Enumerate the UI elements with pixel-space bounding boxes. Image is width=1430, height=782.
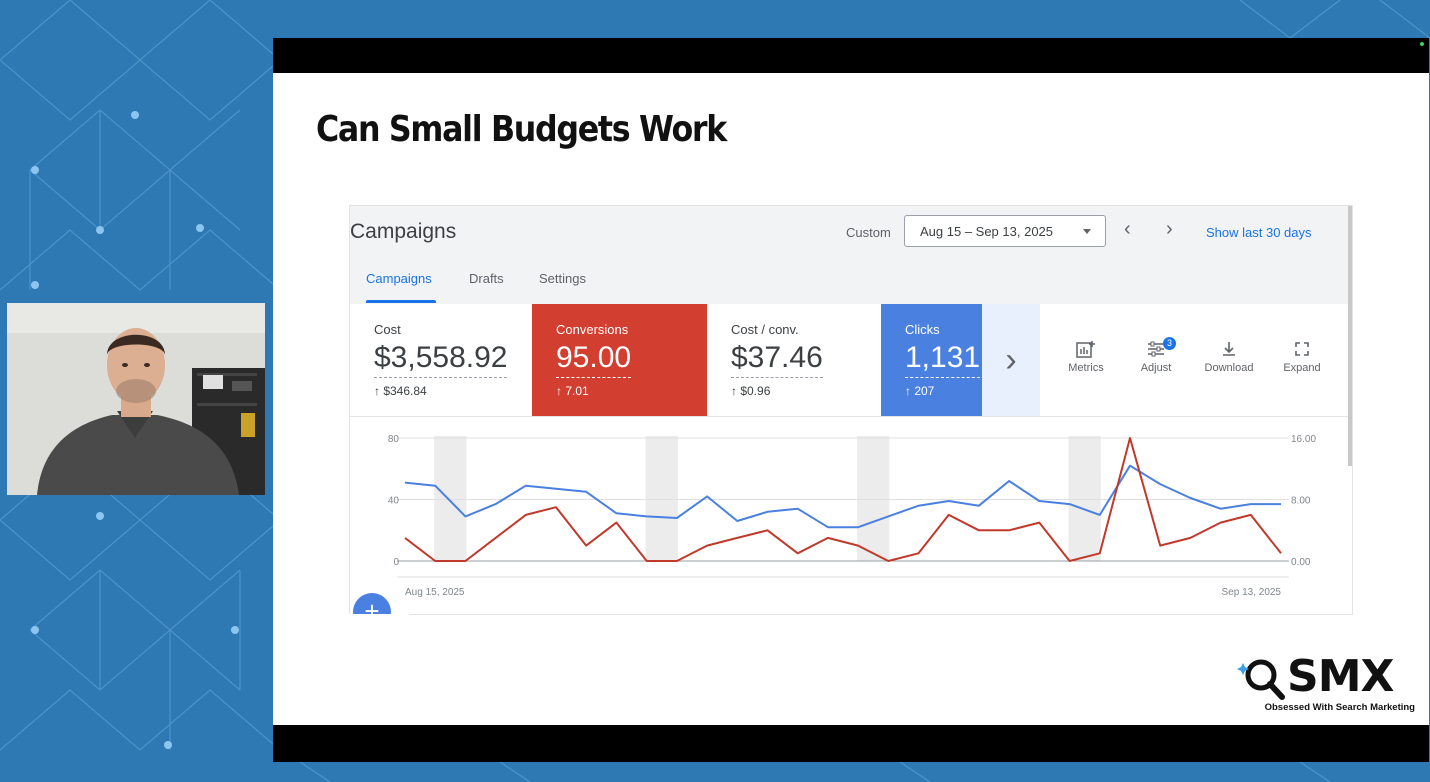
metric-label: Conversions [556, 322, 629, 337]
chevron-left-icon[interactable]: ‹ [1124, 218, 1131, 240]
metric-value: 1,131 [905, 341, 981, 378]
left-axis-tick-label: 80 [388, 434, 400, 445]
brand-name: SMX [1287, 651, 1394, 702]
magnifier-logo-icon [1237, 659, 1285, 700]
slide-title: Can Small Budgets Work [316, 109, 727, 150]
caret-down-icon [1083, 229, 1091, 234]
adjust-badge: 3 [1163, 337, 1176, 350]
right-axis-tick-label: 8.00 [1291, 496, 1311, 507]
date-range-select[interactable]: Aug 15 – Sep 13, 2025 [904, 215, 1106, 247]
chevron-right-icon[interactable]: › [1166, 218, 1173, 240]
performance-chart: 80 40 0 16.00 8.00 0.00 Aug 15, 2025 Sep 13, 20… [388, 434, 1317, 598]
date-range-value: Aug 15 – Sep 13, 2025 [920, 223, 1054, 239]
tune-icon: 3 [1126, 337, 1186, 362]
left-axis-tick-label: 40 [388, 496, 400, 507]
presenter-image [7, 303, 265, 495]
x-start-label: Aug 15, 2025 [405, 587, 465, 598]
weekend-band [434, 436, 467, 561]
weekend-band [1068, 436, 1101, 561]
page-title: Campaigns [350, 220, 457, 243]
metric-value: 95.00 [556, 341, 632, 378]
adjust-label: Adjust [1140, 362, 1172, 374]
tab-drafts[interactable]: Drafts [469, 271, 504, 286]
tab-campaigns[interactable]: Campaigns [366, 271, 432, 286]
expand-button[interactable]: Expand [1272, 340, 1332, 374]
show-last-30-days-link[interactable]: Show last 30 days [1206, 225, 1312, 240]
metric-value: $3,558.92 [374, 341, 508, 378]
tab-underline [366, 300, 436, 303]
more-metrics-chevron-icon[interactable]: › [982, 304, 1040, 416]
metric-delta: ↑ $346.84 [374, 384, 427, 398]
metric-card-cost-per-conv[interactable]: Cost / conv. $37.46 ↑ $0.96 [707, 304, 882, 416]
metric-card-clicks[interactable]: Clicks 1,131 ↑ 207 [881, 304, 982, 416]
bar-chart-add-icon [1056, 340, 1116, 362]
weekend-band [857, 436, 890, 561]
right-axis-tick-label: 16.00 [1291, 434, 1316, 445]
weekend-band [645, 436, 678, 561]
metric-label: Cost / conv. [731, 322, 799, 337]
right-axis-tick-label: 0.00 [1291, 557, 1311, 568]
google-ads-panel: Campaigns Custom Aug 15 – Sep 13, 2025 ‹… [349, 205, 1353, 615]
metric-delta: ↑ $0.96 [731, 384, 771, 398]
download-label: Download [1204, 362, 1254, 374]
expand-label: Expand [1283, 362, 1321, 374]
series-line-right [404, 437, 1282, 562]
metric-card-conversions[interactable]: Conversions 95.00 ↑ 7.01 [532, 304, 707, 416]
download-icon [1199, 340, 1259, 362]
adjust-button[interactable]: 3 Adjust [1126, 337, 1186, 374]
x-end-label: Sep 13, 2025 [1222, 587, 1282, 598]
metrics-label: Metrics [1068, 362, 1104, 374]
brand-tagline: Obsessed With Search Marketing [1264, 702, 1415, 713]
recording-indicator [1420, 42, 1424, 46]
series-line-left [404, 464, 1281, 529]
metric-card-cost[interactable]: Cost $3,558.92 ↑ $346.84 [350, 304, 532, 416]
ads-header: Campaigns Custom Aug 15 – Sep 13, 2025 ‹… [350, 206, 1352, 304]
metric-label: Cost [374, 322, 401, 337]
left-axis-tick-label: 0 [393, 557, 399, 568]
fullscreen-icon [1272, 340, 1332, 362]
metrics-button[interactable]: Metrics [1056, 340, 1116, 374]
slide: Can Small Budgets Work Campaigns Custom … [273, 73, 1429, 725]
scrollbar[interactable] [1348, 206, 1352, 466]
presenter-webcam [7, 303, 265, 495]
smx-logo: SMX Obsessed With Search Marketing [1235, 651, 1415, 715]
metric-cards: Cost $3,558.92 ↑ $346.84 Conversions 95.… [350, 304, 1352, 417]
metric-delta: ↑ 207 [905, 384, 935, 398]
metric-value: $37.46 [731, 341, 823, 378]
metric-delta: ↑ 7.01 [556, 384, 589, 398]
download-button[interactable]: Download [1199, 340, 1259, 374]
custom-label: Custom [846, 225, 891, 240]
tab-settings[interactable]: Settings [539, 271, 586, 286]
metric-label: Clicks [905, 322, 940, 337]
